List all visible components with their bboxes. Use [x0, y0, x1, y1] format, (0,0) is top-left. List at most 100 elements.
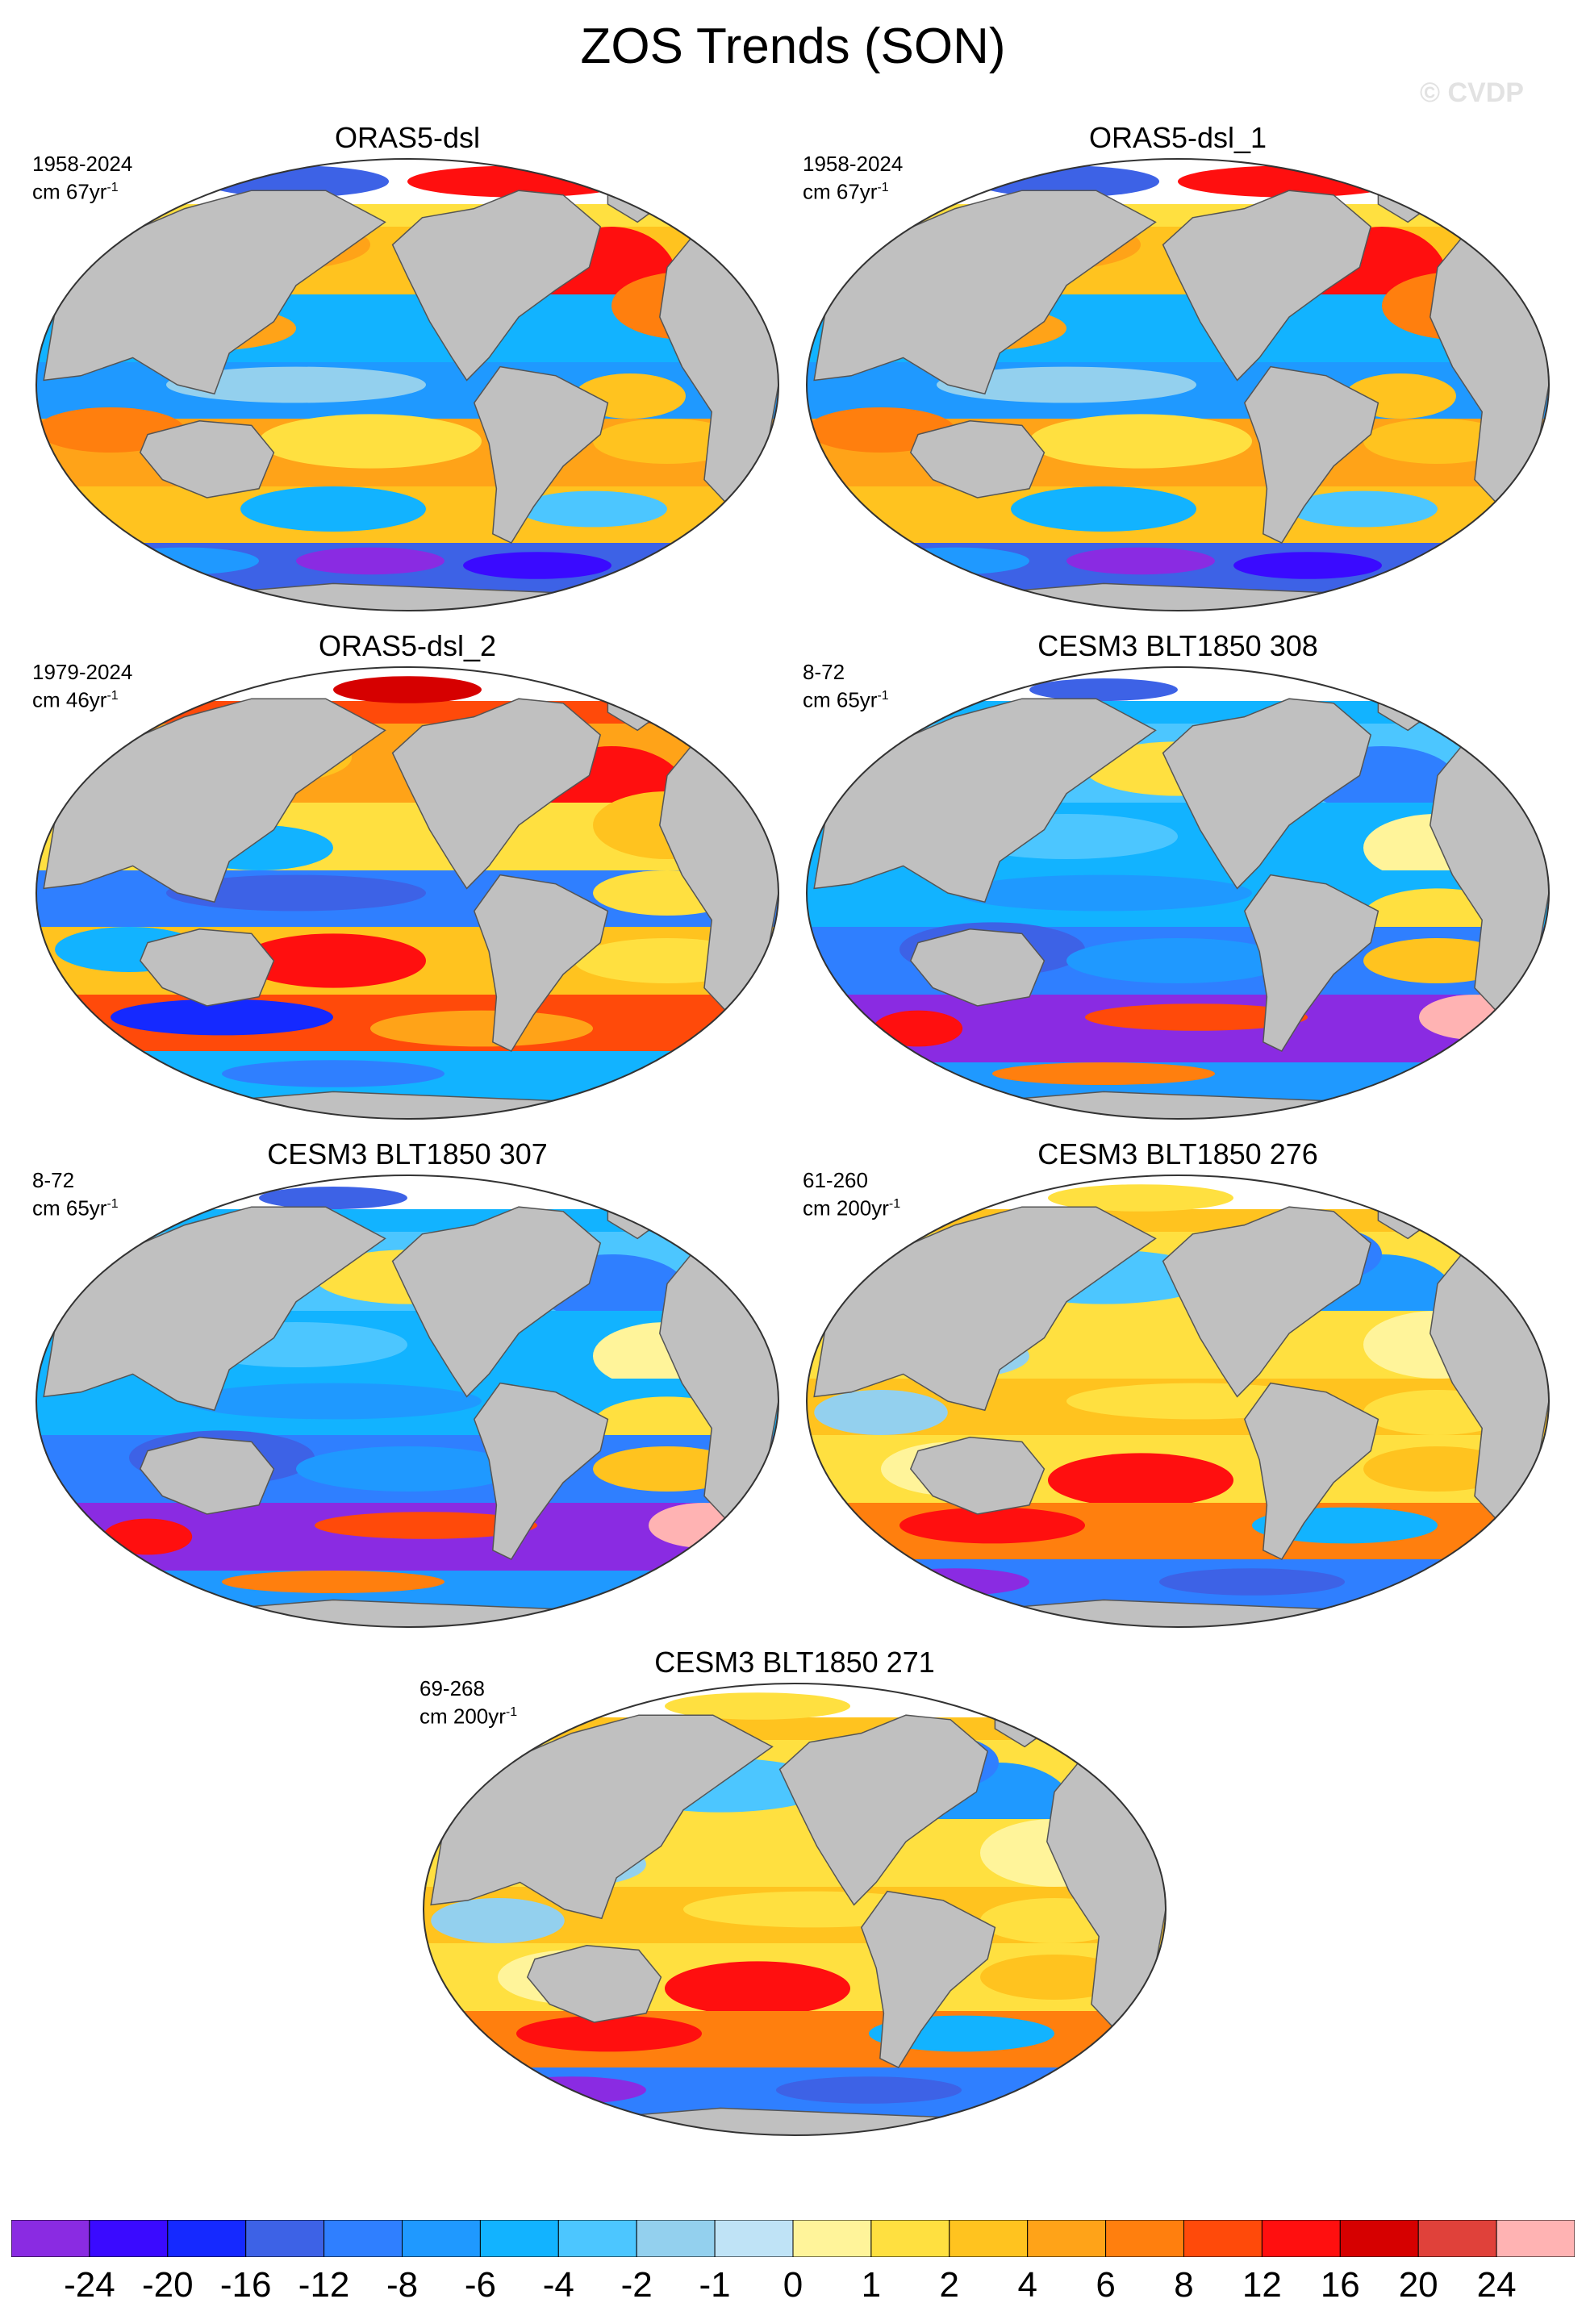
colorbar-box: [1105, 2220, 1184, 2257]
trend-patch: [593, 1446, 741, 1492]
trend-patch: [1419, 995, 1530, 1040]
continent-north-america: [391, 1206, 602, 1398]
colorbar-tick-label: 12: [1242, 2265, 1282, 2305]
colorbar-tick-label: 16: [1320, 2265, 1360, 2305]
continent-north-america: [391, 698, 602, 890]
trend-patch: [1011, 486, 1196, 532]
trend-patch: [1363, 1446, 1512, 1492]
world-map: [806, 1175, 1550, 1628]
trend-patch: [296, 1446, 519, 1492]
colorbar-tick-label: 0: [783, 2265, 803, 2305]
world-map: [806, 158, 1550, 611]
colorbar-box: [1027, 2220, 1107, 2257]
colorbar-tick-label: 4: [1017, 2265, 1037, 2305]
colorbar-tick-label: -4: [542, 2265, 574, 2305]
colorbar-box: [11, 2220, 90, 2257]
trend-patch: [111, 999, 333, 1036]
trend-patch: [519, 490, 667, 528]
map-outline: [806, 666, 1550, 1120]
panel-title: ORAS5-dsl_1: [1088, 121, 1267, 154]
trend-band: [36, 701, 778, 724]
cvdp-watermark: © CVDP: [1420, 77, 1524, 108]
trend-patch: [296, 547, 444, 575]
map-outline: [35, 158, 779, 611]
trend-patch: [1233, 552, 1382, 579]
colorbar-box: [1261, 2220, 1341, 2257]
map-outline: [35, 1175, 779, 1628]
colorbar-tick-label: -12: [298, 2265, 350, 2305]
map-outline: [806, 1175, 1550, 1628]
colorbar-box: [1339, 2220, 1419, 2257]
panel-period: 8-72: [803, 660, 845, 684]
trend-patch: [937, 366, 1196, 403]
colorbar-tick-label: -1: [699, 2265, 731, 2305]
trend-patch: [1029, 678, 1178, 701]
colorbar-box: [323, 2220, 403, 2257]
continent-australia: [139, 1437, 275, 1515]
colorbar-box: [89, 2220, 169, 2257]
trend-band: [424, 1717, 1166, 1741]
map-panel-cesm3-271: CESM3 BLT1850 271 69-268 cm 200yr-1: [419, 1646, 1170, 2136]
map-outline: [423, 1683, 1167, 2136]
panel-units: cm 65yr-1: [32, 1195, 119, 1220]
colorbar-tick-label: 24: [1476, 2265, 1517, 2305]
colorbar-box: [1496, 2220, 1575, 2257]
colorbar-tick-label: -6: [464, 2265, 496, 2305]
colorbar-tick-label: -2: [620, 2265, 653, 2305]
panel-period: 69-268: [419, 1676, 485, 1700]
panel-period: 61-260: [803, 1168, 868, 1192]
trend-patch: [665, 1692, 850, 1720]
panel-period: 1958-2024: [803, 152, 904, 176]
trend-patch: [333, 676, 482, 703]
panel-period: 8-72: [32, 1168, 75, 1192]
trend-patch: [111, 547, 259, 575]
panel-period: 1958-2024: [32, 152, 133, 176]
trend-patch: [1289, 490, 1438, 528]
trend-patch: [593, 419, 741, 464]
trend-patch: [665, 1961, 850, 2016]
map-outline: [806, 158, 1550, 611]
map-outline: [35, 666, 779, 1120]
trend-patch: [259, 1187, 407, 1209]
continent-south-america: [1243, 365, 1379, 544]
panel-title: CESM3 BLT1850 276: [1037, 1137, 1318, 1170]
trend-patch: [240, 933, 426, 988]
colorbar-tick-label: 8: [1174, 2265, 1194, 2305]
trend-patch: [166, 874, 426, 912]
continent-north-america: [778, 1714, 989, 1906]
colorbar-box: [1183, 2220, 1263, 2257]
colorbar-box: [479, 2220, 559, 2257]
trend-patch: [1029, 414, 1252, 469]
colorbar-tick-label: 2: [939, 2265, 960, 2305]
continent-south-america: [860, 1890, 996, 2068]
colorbar-box: [245, 2220, 325, 2257]
map-panel-cesm3-307: CESM3 BLT1850 307 8-72 cm 65yr-1: [32, 1137, 783, 1628]
trend-patch: [955, 874, 1252, 912]
trend-patch: [1363, 938, 1512, 983]
colorbar-box: [714, 2220, 794, 2257]
colorbar-box: [870, 2220, 950, 2257]
trend-patch: [431, 1898, 565, 1943]
trend-patch: [1066, 547, 1215, 575]
colorbar-tick-label: -16: [219, 2265, 272, 2305]
colorbar-box: [792, 2220, 872, 2257]
trend-patch: [649, 1503, 760, 1548]
map-panel-cesm3-308: CESM3 BLT1850 308 8-72 cm 65yr-1: [803, 629, 1553, 1120]
panel-units: cm 65yr-1: [803, 687, 889, 712]
panel-units: cm 67yr-1: [32, 179, 119, 204]
map-panel-oras5-dsl: ORAS5-dsl 1958-2024 cm 67yr-1: [32, 121, 783, 611]
trend-patch: [102, 1518, 193, 1555]
continent-south-america: [473, 874, 609, 1052]
map-panel-oras5-dsl-1: ORAS5-dsl_1 1958-2024 cm 67yr-1: [803, 121, 1553, 611]
world-map: [35, 1175, 779, 1628]
trend-patch: [463, 552, 611, 579]
colorbar-box: [1417, 2220, 1497, 2257]
colorbar-box: [636, 2220, 716, 2257]
colorbar-tick-label: -8: [386, 2265, 419, 2305]
trend-band: [36, 1209, 778, 1233]
continent-south-america: [473, 365, 609, 544]
trend-patch: [1048, 1184, 1233, 1212]
trend-patch: [776, 2076, 962, 2104]
continent-australia: [909, 420, 1046, 499]
trend-patch: [1085, 1003, 1308, 1031]
